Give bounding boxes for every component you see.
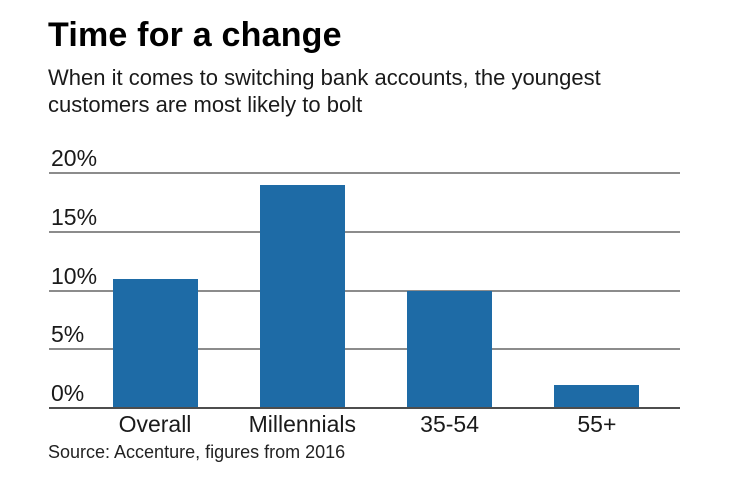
y-tick-label: 5% (51, 321, 85, 348)
x-category-label: Millennials (248, 411, 356, 437)
gridline (49, 172, 680, 174)
x-category-label: 55+ (577, 411, 617, 437)
y-tick-label: 0% (51, 380, 85, 406)
gridline (49, 348, 680, 351)
bar-millennials (259, 184, 345, 408)
gridline (49, 230, 680, 233)
gridline (49, 289, 680, 292)
bar-overall (112, 278, 198, 408)
y-tick-label: 15% (51, 203, 98, 230)
x-category-label: Overall (118, 411, 192, 437)
x-category-label: 35-54 (420, 411, 479, 437)
bar-55- (554, 384, 640, 408)
chart-title: Time for a change (48, 16, 342, 54)
chart-subtitle-line1: When it comes to switching bank accounts… (48, 65, 601, 90)
y-tick-label: 20% (51, 145, 98, 171)
y-tick-label: 10% (51, 262, 98, 289)
chart-subtitle-line2: customers are most likely to bolt (48, 92, 363, 117)
chart-subtitle: When it comes to switching bank accounts… (48, 64, 601, 118)
bar-35-54 (407, 290, 493, 408)
x-axis-line (49, 407, 680, 409)
source-note: Source: Accenture, figures from 2016 (48, 442, 346, 462)
